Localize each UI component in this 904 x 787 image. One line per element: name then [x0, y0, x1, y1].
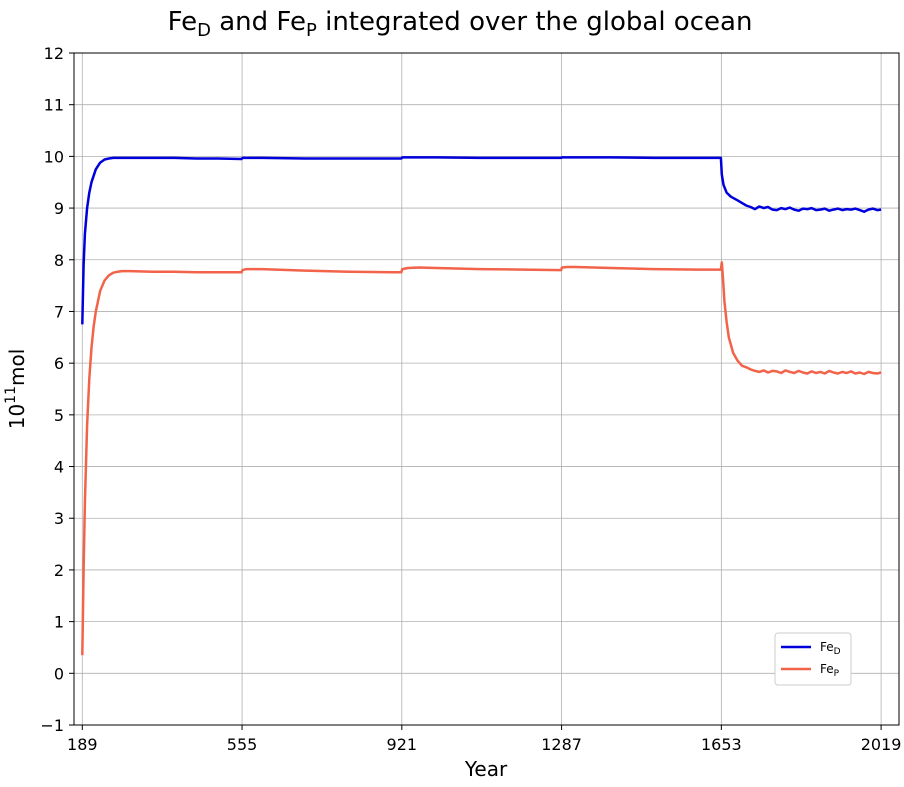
y-tick-label: 5: [54, 406, 64, 425]
series-line-fep: [81, 261, 882, 656]
x-tick-label: 1287: [541, 735, 582, 754]
y-tick-label: 9: [54, 199, 64, 218]
legend-label-fep: FeP: [820, 662, 840, 679]
legend-box: [774, 632, 852, 686]
y-tick-label: 6: [54, 354, 64, 373]
x-tick-label: 555: [227, 735, 258, 754]
y-axis-title: 1011mol: [3, 349, 29, 430]
x-tick-label: 921: [387, 735, 418, 754]
y-tick-label: 12: [44, 44, 64, 63]
y-tick-label: −1: [40, 716, 64, 735]
y-tick-label: 8: [54, 251, 64, 270]
x-tick-label: 2019: [861, 735, 902, 754]
x-tick-label: 1653: [701, 735, 742, 754]
y-tick-label: 3: [54, 509, 64, 528]
y-tick-label: 0: [54, 664, 64, 683]
x-tick-label: 189: [67, 735, 98, 754]
y-tick-label: 2: [54, 561, 64, 580]
y-tick-label: 4: [54, 458, 64, 477]
y-tick-label: 7: [54, 302, 64, 321]
chart-title: FeD and FeP integrated over the global o…: [168, 7, 753, 41]
y-tick-label: 11: [44, 96, 64, 115]
y-tick-label: 10: [44, 147, 64, 166]
gridlines: [74, 52, 899, 726]
x-axis-ticks: 189 555 921 1287 1653 2019: [67, 725, 901, 754]
legend-label-fed: FeD: [820, 640, 841, 657]
legend: FeD FeP: [774, 632, 852, 686]
series-line-fed: [81, 156, 882, 325]
series-lines: [81, 156, 882, 656]
plot-area-frame: [73, 52, 900, 726]
y-tick-label: 1: [54, 613, 64, 632]
x-axis-title: Year: [464, 757, 508, 781]
